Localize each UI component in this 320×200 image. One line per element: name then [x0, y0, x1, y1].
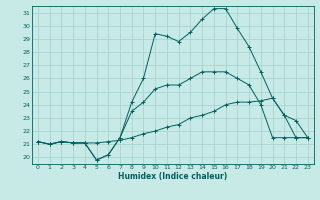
X-axis label: Humidex (Indice chaleur): Humidex (Indice chaleur)	[118, 172, 228, 181]
